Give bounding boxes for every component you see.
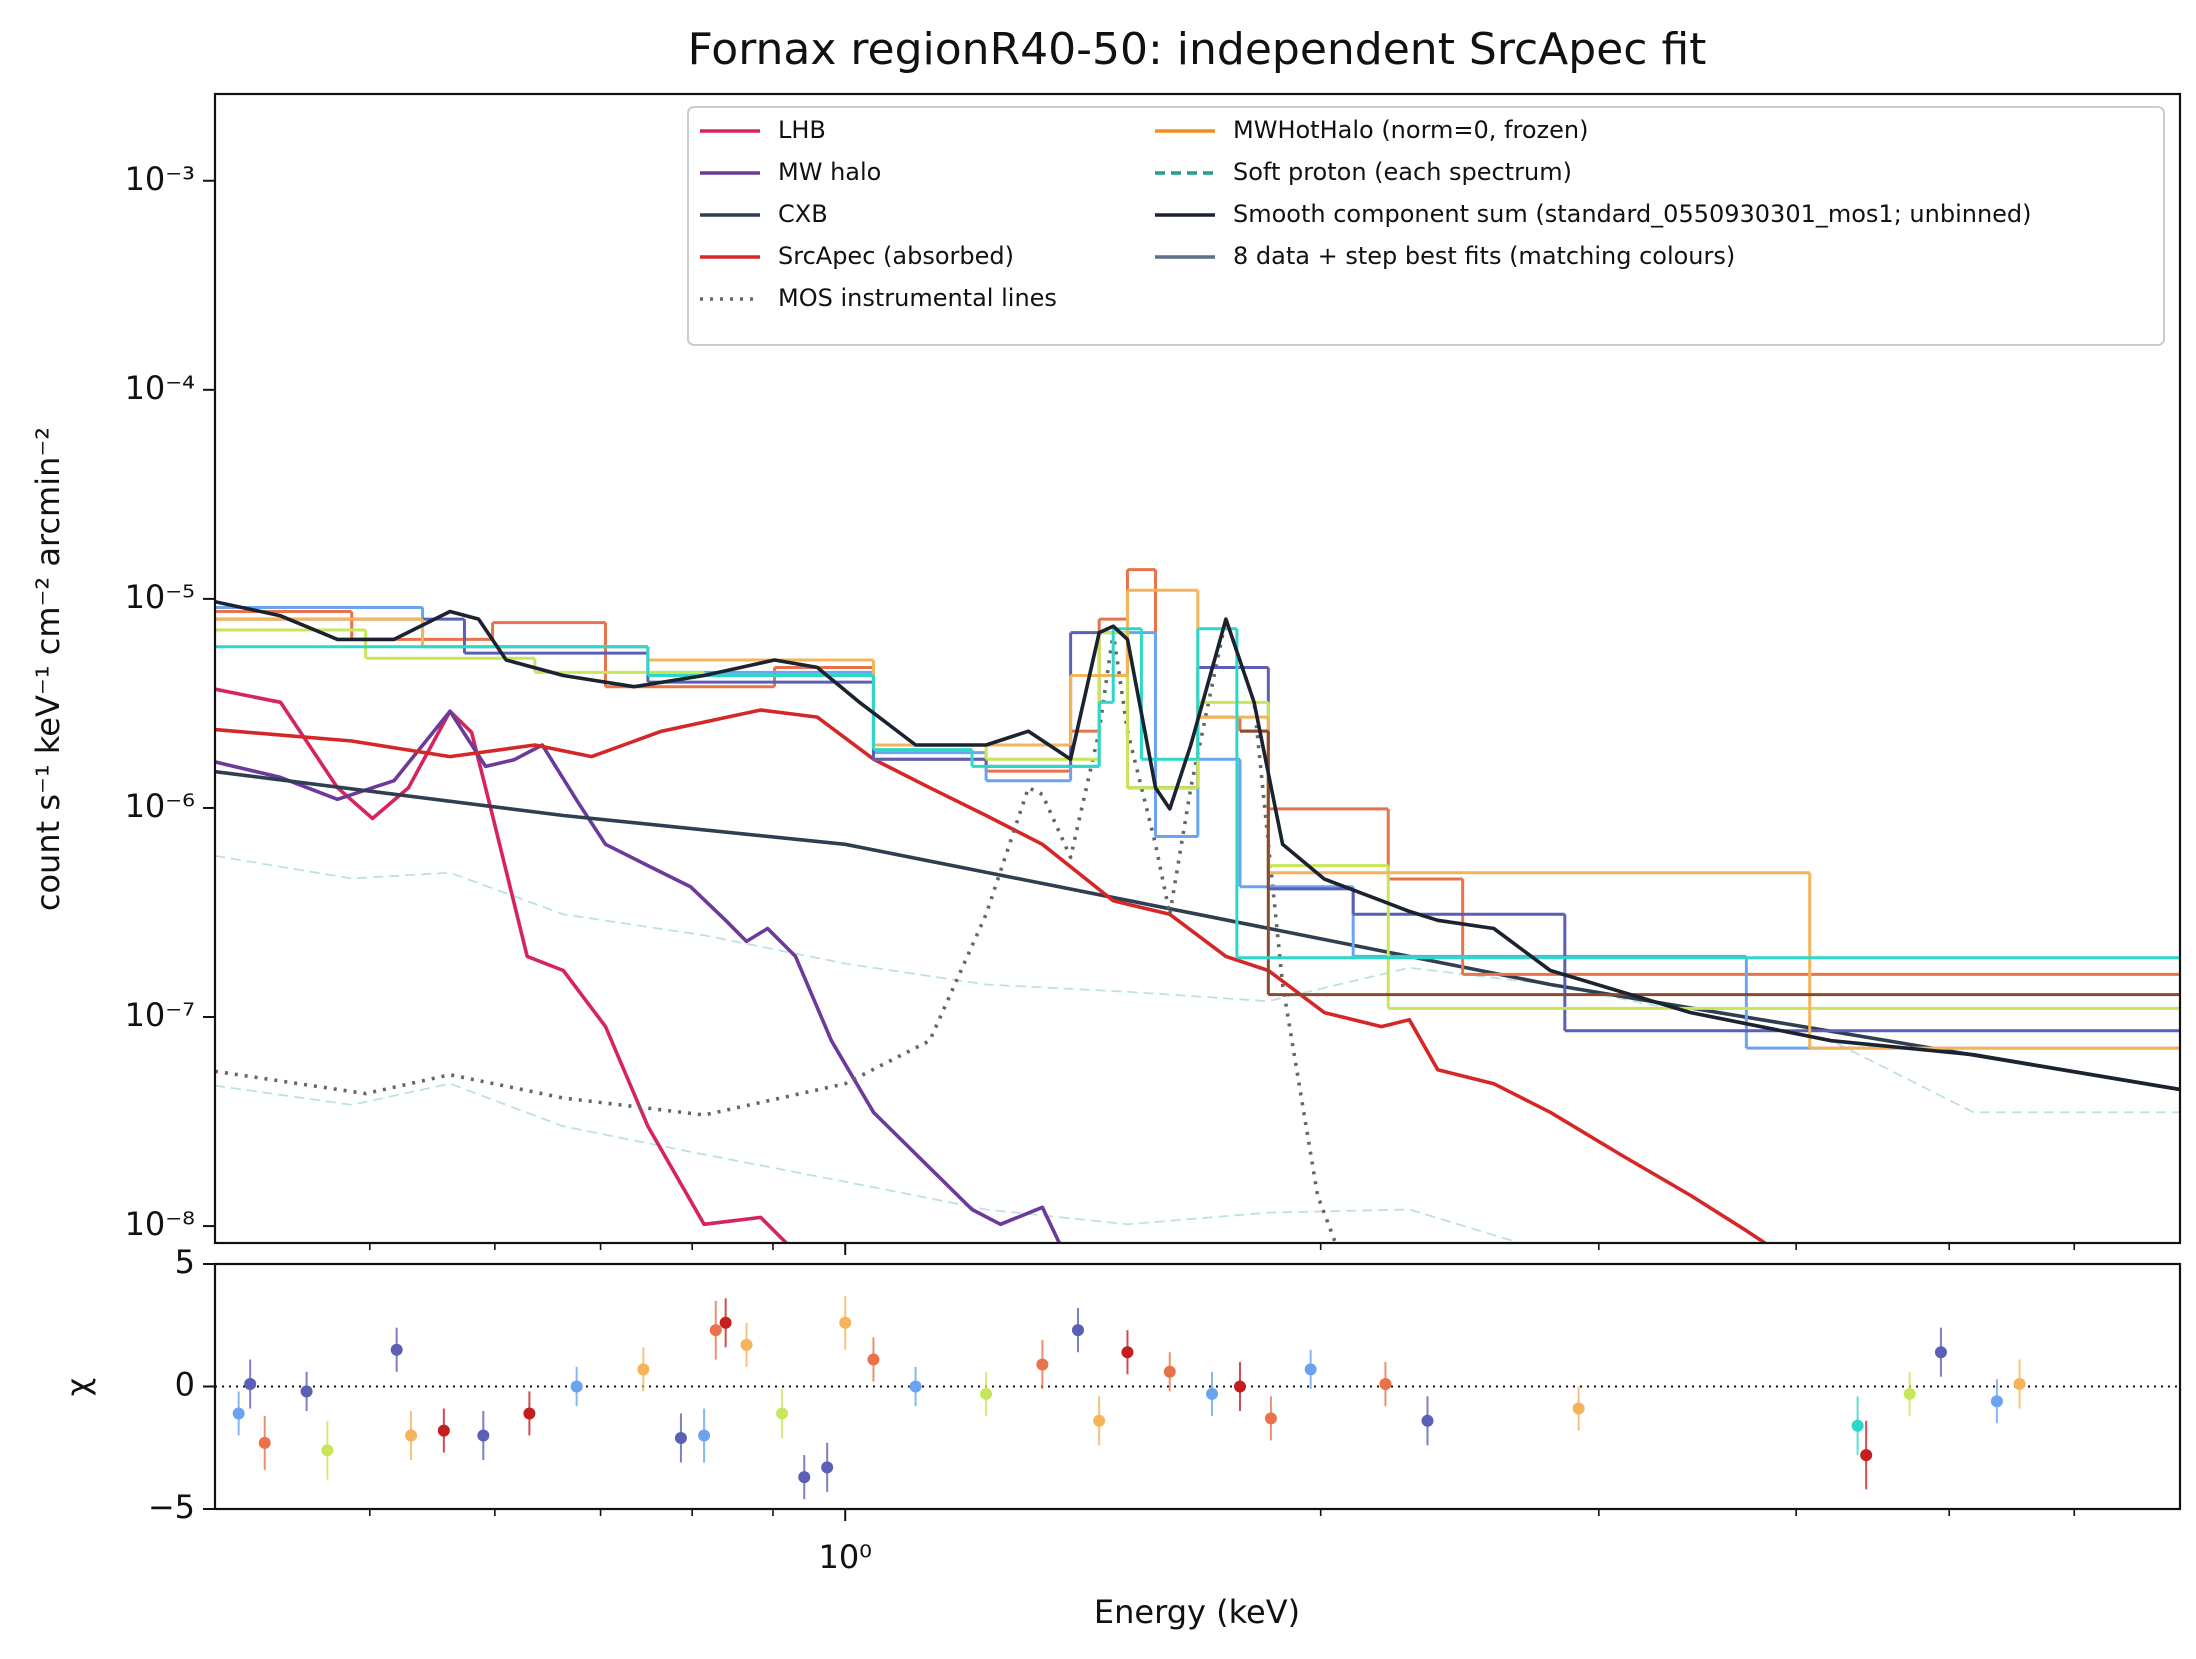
residual-point	[867, 1353, 880, 1366]
residual-point	[244, 1378, 257, 1391]
legend-label: LHB	[778, 116, 826, 144]
residual-point	[839, 1316, 852, 1329]
legend: LHB MW halo CXB SrcApec (absorbed) MOS instr…	[687, 106, 2165, 346]
residual-point	[405, 1429, 418, 1442]
residual-point	[232, 1407, 245, 1420]
residual-point	[637, 1363, 650, 1376]
y-axis-label: count s⁻¹ keV⁻¹ cm⁻² arcmin⁻²	[29, 427, 67, 911]
residual-point	[1934, 1346, 1947, 1359]
residual-point	[300, 1385, 313, 1398]
residual-point	[2013, 1378, 2026, 1391]
residual-point	[258, 1436, 271, 1449]
series-line	[215, 709, 1062, 1243]
legend-label: Soft proton (each spectrum)	[1233, 158, 1572, 186]
x-tick-label: 10⁰	[818, 1538, 872, 1576]
series-line	[215, 855, 2180, 1114]
residual-point	[1163, 1365, 1176, 1378]
residual-point	[798, 1471, 811, 1484]
y-tick-label: 5	[175, 1243, 195, 1281]
residual-point	[321, 1444, 334, 1457]
legend-label: Smooth component sum (standard_055093030…	[1233, 200, 2032, 228]
residual-point	[1421, 1414, 1434, 1427]
residual-point	[1990, 1395, 2003, 1408]
residual-point	[776, 1407, 789, 1420]
residual-axis-label: χ	[59, 1378, 97, 1396]
residual-point	[980, 1387, 993, 1400]
residual-point	[1093, 1414, 1106, 1427]
residual-point	[698, 1429, 711, 1442]
residual-point	[1071, 1324, 1084, 1337]
residual-point	[1860, 1449, 1873, 1462]
legend-label: MOS instrumental lines	[778, 284, 1057, 312]
axes: 10⁻³ 10⁻⁴ 10⁻⁵ 10⁻⁶ 10⁻⁷ 10⁻⁸ −5 0 5 10⁰ LHB MW hal…	[125, 92, 2182, 1576]
residual-point	[390, 1343, 403, 1356]
y-tick-label: 10⁻³	[125, 160, 195, 198]
legend-label: CXB	[778, 200, 828, 228]
x-axis-label: Energy (keV)	[1094, 1593, 1300, 1631]
residual-point	[1206, 1387, 1219, 1400]
residual-point	[1379, 1378, 1392, 1391]
residual-plot	[215, 1295, 2180, 1500]
y-tick-label: 10⁻⁵	[125, 578, 195, 616]
residual-point	[523, 1407, 536, 1420]
y-tick-label: 0	[175, 1366, 195, 1404]
residual-point	[1572, 1402, 1585, 1415]
residual-point	[1264, 1412, 1277, 1425]
plot-frame	[213, 92, 2182, 1245]
series-line	[215, 599, 2180, 1092]
y-tick-label: 10⁻⁸	[125, 1205, 195, 1243]
y-tick-label: 10⁻⁶	[125, 787, 195, 825]
residual-point	[477, 1429, 490, 1442]
series-line	[215, 687, 789, 1243]
residual-point	[1304, 1363, 1317, 1376]
series-line	[215, 1082, 1524, 1243]
residual-point	[719, 1316, 732, 1329]
residual-point	[1233, 1380, 1246, 1393]
chart-title: Fornax regionR40-50: independent SrcApec…	[688, 24, 1707, 75]
residual-point	[1851, 1419, 1864, 1432]
series-line	[215, 708, 1769, 1243]
legend-label: 8 data + step best fits (matching colour…	[1233, 242, 1735, 270]
legend-label: MWHotHalo (norm=0, frozen)	[1233, 116, 1588, 144]
y-tick-label: 10⁻⁷	[125, 996, 195, 1034]
legend-label: MW halo	[778, 158, 881, 186]
spectrum-plot	[215, 568, 2180, 1243]
y-tick-label: −5	[148, 1488, 195, 1526]
residual-point	[821, 1461, 834, 1474]
residual-point	[1121, 1346, 1134, 1359]
residual-point	[437, 1424, 450, 1437]
residual-point	[1036, 1358, 1049, 1371]
legend-label: SrcApec (absorbed)	[778, 242, 1014, 270]
legend-box	[687, 106, 2165, 346]
residual-point	[1903, 1387, 1916, 1400]
residual-point	[674, 1431, 687, 1444]
y-tick-label: 10⁻⁴	[125, 369, 195, 407]
residual-point	[570, 1380, 583, 1393]
residual-point	[709, 1324, 722, 1337]
residual-point	[740, 1338, 753, 1351]
residual-point	[909, 1380, 922, 1393]
